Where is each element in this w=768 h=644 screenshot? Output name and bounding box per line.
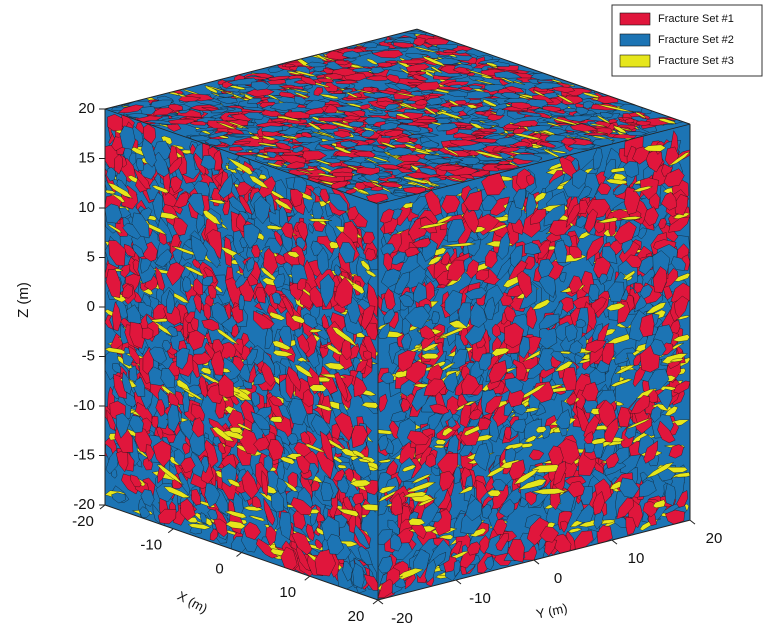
fracture-network: [105, 29, 690, 600]
z-tick-label: -5: [82, 347, 95, 364]
y-axis-label: Y (m): [535, 600, 569, 621]
y-tick-label: 20: [706, 530, 723, 547]
z-tick-label: 10: [78, 199, 95, 216]
x-tick-label: 10: [279, 584, 296, 601]
fracture-patch: [460, 115, 470, 118]
y-tick-label: -10: [469, 590, 491, 607]
x-tick: [305, 576, 310, 580]
z-tick-label: -20: [73, 496, 95, 513]
x-axis-label: X (m): [175, 588, 210, 616]
legend-label: Fracture Set #1: [658, 13, 734, 25]
x-tick: [237, 552, 242, 556]
x-tick-label: -10: [140, 537, 162, 554]
y-tick: [456, 580, 461, 584]
y-tick-label: -20: [391, 610, 413, 627]
z-tick-label: -15: [73, 446, 95, 463]
z-tick-label: 0: [87, 298, 95, 315]
legend-swatch: [620, 34, 650, 46]
z-tick-label: 15: [78, 149, 95, 166]
z-tick-label: 5: [87, 248, 95, 265]
y-tick: [612, 540, 617, 544]
y-tick: [690, 520, 695, 524]
legend: Fracture Set #1 Fracture Set #2 Fracture S…: [612, 5, 762, 76]
x-tick-label: 20: [348, 608, 365, 625]
fracture-patch: [142, 328, 153, 340]
z-axis-label: Z (m): [15, 282, 32, 318]
y-tick: [534, 560, 539, 564]
legend-label: Fracture Set #3: [658, 55, 734, 67]
x-tick-label: -20: [72, 513, 94, 530]
x-tick-label: 0: [215, 560, 223, 577]
legend-swatch: [620, 55, 650, 67]
legend-label: Fracture Set #2: [658, 34, 734, 46]
legend-swatch: [620, 13, 650, 25]
y-tick: [378, 600, 383, 604]
z-tick-label: 20: [78, 100, 95, 117]
x-tick: [168, 529, 173, 533]
x-tick: [373, 600, 378, 604]
x-tick: [100, 505, 105, 509]
y-tick-label: 0: [554, 570, 562, 587]
y-tick-label: 10: [628, 550, 645, 567]
z-tick-label: -10: [73, 397, 95, 414]
